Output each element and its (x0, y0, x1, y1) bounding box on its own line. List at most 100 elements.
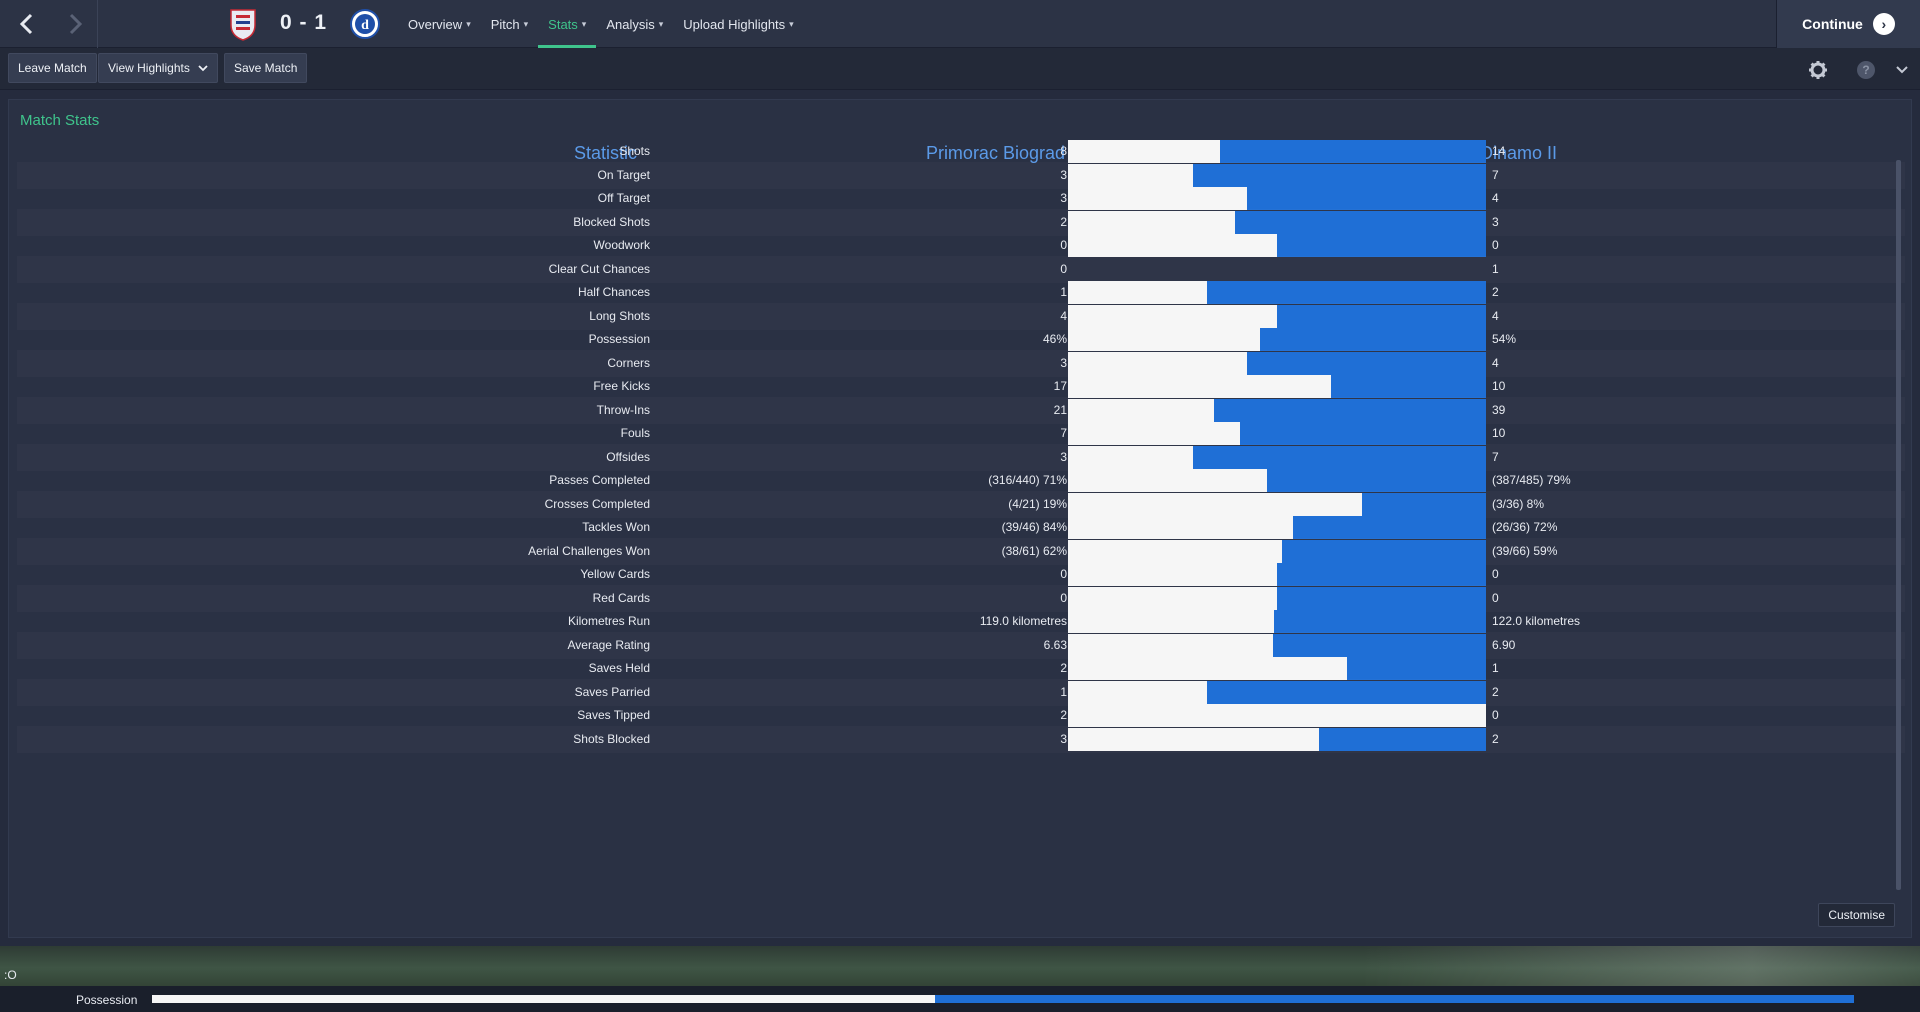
stat-bar-home (1068, 210, 1235, 234)
match-tabs: Overview ▾ Pitch ▾ Stats ▾ Analysis ▾ Upload… (398, 0, 804, 48)
stat-home-value: 0 (1060, 261, 1067, 276)
svg-text:d: d (361, 18, 369, 33)
stat-row: Clear Cut Chances 0 1 (17, 256, 1905, 283)
tab-pitch[interactable]: Pitch ▾ (490, 16, 529, 32)
away-team-header[interactable]: Dinamo II (1480, 143, 1558, 163)
stat-bar-away (1347, 657, 1486, 680)
stat-away-value: 7 (1492, 167, 1499, 182)
stat-bar-away (1235, 210, 1486, 234)
stat-bar (1068, 398, 1486, 422)
stat-row: On Target 3 7 (17, 162, 1905, 189)
stat-row: Saves Tipped 2 0 (17, 702, 1905, 729)
stat-away-value: 10 (1492, 426, 1506, 440)
stat-home-value: (39/46) 84% (1001, 520, 1067, 534)
stat-name: Yellow Cards (580, 567, 650, 581)
chevron-down-icon (198, 61, 208, 75)
stat-bar-home (1068, 680, 1207, 704)
stat-away-value: 6.90 (1492, 637, 1516, 652)
stat-bar (1068, 516, 1486, 539)
stat-bar (1068, 163, 1486, 187)
forward-arrow-icon[interactable] (52, 0, 98, 48)
stat-away-value: 0 (1492, 590, 1499, 605)
stat-name: Blocked Shots (573, 214, 650, 229)
chevron-down-icon: ▾ (658, 18, 664, 29)
stat-away-value: 4 (1492, 355, 1499, 370)
chevron-down-icon[interactable] (1888, 56, 1916, 84)
stat-bar (1068, 727, 1486, 751)
stat-row: Throw-Ins 21 39 (17, 397, 1905, 424)
stat-bar (1068, 187, 1486, 210)
stat-away-value: 4 (1492, 308, 1499, 323)
stat-bar (1068, 140, 1486, 163)
scrollbar[interactable] (1896, 160, 1901, 890)
stat-away-value: 4 (1492, 191, 1499, 205)
stat-home-value: 3 (1060, 191, 1067, 205)
stat-home-value: 17 (1053, 379, 1067, 393)
stat-bar-home (1068, 234, 1277, 257)
save-match-button[interactable]: Save Match (224, 53, 308, 83)
stat-bar-away (1247, 351, 1486, 375)
tab-upload-highlights[interactable]: Upload Highlights ▾ (683, 16, 794, 32)
stat-bar-home (1068, 281, 1207, 304)
stat-bar-away (1214, 398, 1486, 422)
stat-home-value: (38/61) 62% (1001, 543, 1067, 558)
stat-bar-away (1267, 469, 1486, 492)
pitch-preview (0, 946, 1920, 986)
stat-name: Crosses Completed (544, 496, 650, 511)
home-team-header[interactable]: Primorac Biograd (925, 143, 1065, 163)
stat-row: Possession 46% 54% (17, 326, 1905, 353)
stat-away-value: 39 (1492, 402, 1506, 417)
stat-bar-home (1068, 304, 1277, 328)
stat-bar-away (1207, 680, 1486, 704)
gear-icon[interactable] (1804, 56, 1832, 84)
stat-name: Corners (607, 355, 650, 370)
away-crest-icon: d (350, 7, 380, 41)
stat-bar (1068, 610, 1486, 633)
continue-button[interactable]: Continue › (1776, 0, 1920, 48)
stat-away-value: 2 (1492, 731, 1499, 746)
chevron-down-icon: ▾ (466, 18, 471, 29)
stat-bar (1068, 492, 1486, 516)
tab-analysis[interactable]: Analysis ▾ (606, 16, 664, 32)
stat-bar-away (1193, 445, 1486, 469)
stat-bar-home (1068, 633, 1273, 657)
customise-button[interactable]: Customise (1818, 903, 1895, 927)
stat-home-value: 21 (1053, 402, 1067, 417)
stat-name: Saves Parried (574, 684, 650, 699)
stat-bar-home (1068, 328, 1260, 351)
stat-away-value: (39/66) 59% (1492, 543, 1558, 558)
back-arrow-icon[interactable] (4, 0, 50, 48)
stat-name: Shots Blocked (573, 731, 650, 746)
stat-away-value: 0 (1492, 708, 1499, 722)
stat-away-value: 122.0 kilometres (1492, 614, 1581, 628)
stat-away-value: (26/36) 72% (1492, 520, 1558, 534)
stat-home-value: (316/440) 71% (988, 473, 1067, 487)
stat-home-value: 3 (1060, 449, 1067, 464)
stat-bar-away (1362, 492, 1486, 516)
stat-name: On Target (597, 167, 650, 182)
stat-away-value: 1 (1492, 661, 1499, 675)
stat-name: Half Chances (577, 285, 650, 299)
stat-row: Offsides 3 7 (17, 444, 1905, 471)
stat-row: Kilometres Run 119.0 kilometres 122.0 kilo… (17, 608, 1905, 635)
stat-bar-home (1068, 163, 1193, 187)
tab-stats[interactable]: Stats ▾ (538, 0, 597, 48)
stat-bar-home (1068, 187, 1247, 210)
stat-name: Aerial Challenges Won (528, 543, 650, 558)
view-highlights-dropdown[interactable]: View Highlights (98, 53, 218, 83)
leave-match-button[interactable]: Leave Match (8, 53, 97, 83)
tab-overview[interactable]: Overview ▾ (408, 16, 471, 32)
stat-bar-home (1068, 727, 1319, 751)
stat-row: Half Chances 1 2 (17, 279, 1905, 306)
stat-away-value: 2 (1492, 684, 1499, 699)
possession-bar: Possession (0, 986, 1920, 1012)
stat-bar-home (1068, 563, 1277, 586)
stat-bar-home (1068, 375, 1331, 398)
help-icon[interactable]: ? (1852, 56, 1880, 84)
stat-name: Saves Tipped (577, 708, 650, 722)
stat-home-value: 46% (1042, 332, 1067, 346)
stat-bar-home (1068, 398, 1214, 422)
stat-bar-home (1068, 586, 1277, 610)
stat-bar (1068, 563, 1486, 586)
stat-home-value: 4 (1060, 308, 1067, 323)
